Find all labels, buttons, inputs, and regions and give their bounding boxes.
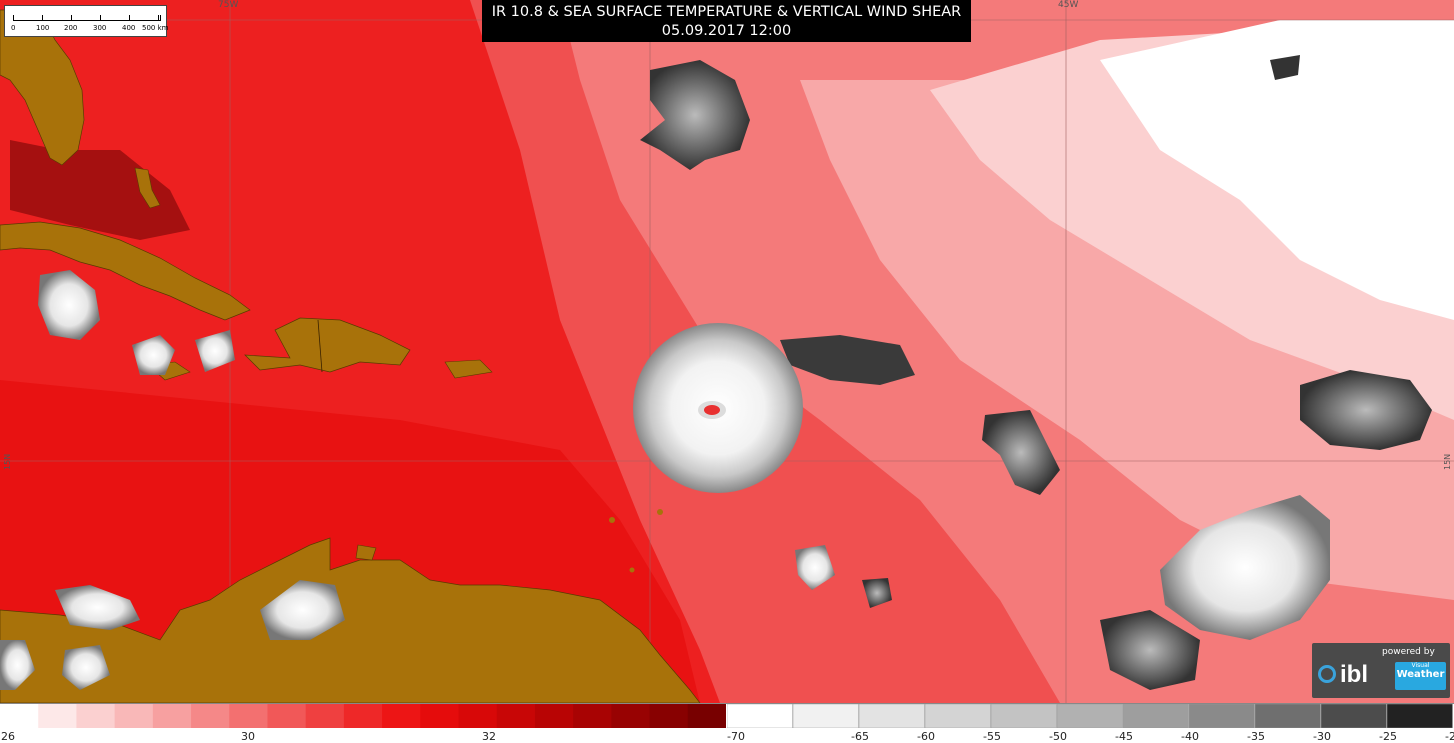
ir-label: -20 (1445, 730, 1454, 743)
scale-label: 100 (36, 24, 50, 32)
ir-swatch (990, 704, 1057, 728)
sst-swatch (0, 704, 39, 728)
cloud-ne-corner (1270, 55, 1300, 80)
latitude-label-15n-left: 15N (3, 453, 12, 470)
sst-swatch (534, 704, 574, 728)
ir-swatch (858, 704, 925, 728)
ir-label: -55 (983, 730, 1001, 743)
ir-label: -45 (1115, 730, 1133, 743)
ir-label: -50 (1049, 730, 1067, 743)
ir-color-bar (727, 704, 1453, 728)
scale-label: 0 (11, 24, 16, 32)
land-puerto-rico (444, 359, 493, 379)
land-south-america (0, 537, 701, 703)
title-product: IR 10.8 & SEA SURFACE TEMPERATURE & VERT… (491, 4, 962, 20)
ibl-logo-text: ibl (1340, 661, 1368, 688)
land-trinidad (355, 544, 377, 561)
ir-swatch (1188, 704, 1255, 728)
cloud-jamaica (132, 335, 175, 375)
scale-label: 200 (64, 24, 78, 32)
cloud-south-america-1 (55, 585, 140, 630)
land-antilles-1 (609, 517, 615, 523)
cloud-venezuela (260, 580, 345, 640)
sst-color-bar (0, 704, 726, 728)
ir-swatch (1254, 704, 1321, 728)
visual-weather-logo: Visual Weather (1395, 662, 1446, 690)
sea-dark-patch (10, 140, 190, 240)
visual-text: Visual (1411, 662, 1430, 669)
cloud-north-central (640, 60, 750, 170)
cloud-cuba-west (38, 270, 100, 340)
color-legend: 26 30 32 -70 -65 -60 -55 -50 -45 -40 -35 -30 -25 -… (0, 703, 1454, 743)
scale-label: 500 km (142, 24, 169, 32)
sst-swatch (38, 704, 77, 728)
sst-swatch (76, 704, 116, 728)
sst-swatch (305, 704, 345, 728)
ir-swatch (924, 704, 991, 728)
scale-label: 400 (122, 24, 136, 32)
ir-swatch (1122, 704, 1189, 728)
sst-label: 32 (482, 730, 496, 743)
ir-swatch (1320, 704, 1387, 728)
ir-label: -65 (851, 730, 869, 743)
land-antilles-3 (629, 567, 635, 573)
weather-text: Weather (1396, 669, 1445, 680)
cloud-hispaniola-west (195, 330, 235, 372)
land-cuba (0, 221, 251, 321)
branding-box: powered by ibl Visual Weather (1312, 643, 1450, 698)
longitude-label-45w: 45W (1058, 0, 1079, 10)
land-bahamas (134, 167, 161, 209)
ir-label: -25 (1379, 730, 1397, 743)
ir-swatch (1056, 704, 1123, 728)
ir-label: -60 (917, 730, 935, 743)
cloud-southeast-band (1100, 610, 1200, 690)
ir-label: -30 (1313, 730, 1331, 743)
ir-label: -35 (1247, 730, 1265, 743)
sst-label: 26 (1, 730, 15, 743)
sst-swatch (191, 704, 230, 728)
sst-swatch (496, 704, 536, 728)
sst-swatch (114, 704, 154, 728)
land-hispaniola (244, 317, 411, 373)
ir-swatch (727, 704, 793, 728)
sst-swatch (687, 704, 726, 728)
cloud-band-east (780, 335, 915, 385)
sst-swatch (611, 704, 651, 728)
ir-swatch (1386, 704, 1453, 728)
cloud-west-edge (0, 640, 35, 690)
cloud-atlantic-small-2 (862, 578, 892, 608)
sst-swatch (152, 704, 192, 728)
land-florida (0, 9, 85, 166)
sst-label: 30 (241, 730, 255, 743)
title-datetime: 05.09.2017 12:00 (661, 23, 792, 39)
sst-swatch (573, 704, 612, 728)
scale-bar: 0 100 200 300 400 500 km (4, 5, 169, 37)
cloud-east-big (1160, 495, 1330, 640)
cloud-atlantic-mid (982, 410, 1060, 495)
sst-swatch (382, 704, 421, 728)
sea-coolest-zone (1100, 20, 1454, 320)
cloud-atlantic-small-1 (795, 545, 835, 590)
land-antilles-2 (657, 509, 663, 515)
latitude-label-15n-right: 15N (1443, 453, 1452, 470)
scale-label: 300 (93, 24, 107, 32)
satellite-map (0, 0, 1454, 703)
sst-swatch (458, 704, 498, 728)
ibl-logo-icon (1318, 665, 1336, 683)
border-haiti (317, 319, 323, 373)
sst-swatch (649, 704, 689, 728)
ir-label: -40 (1181, 730, 1199, 743)
sst-swatch (420, 704, 460, 728)
cloud-east-upper (1300, 370, 1432, 450)
hurricane-eye (704, 405, 720, 415)
longitude-label-75w: 75W (218, 0, 239, 10)
ir-swatch (792, 704, 859, 728)
map-title: IR 10.8 & SEA SURFACE TEMPERATURE & VERT… (482, 0, 971, 42)
sst-swatch (267, 704, 307, 728)
ir-label: -70 (727, 730, 745, 743)
powered-by-text: powered by (1382, 647, 1435, 657)
cloud-south-america-2 (62, 645, 110, 690)
sst-swatch (343, 704, 383, 728)
sst-swatch (229, 704, 268, 728)
